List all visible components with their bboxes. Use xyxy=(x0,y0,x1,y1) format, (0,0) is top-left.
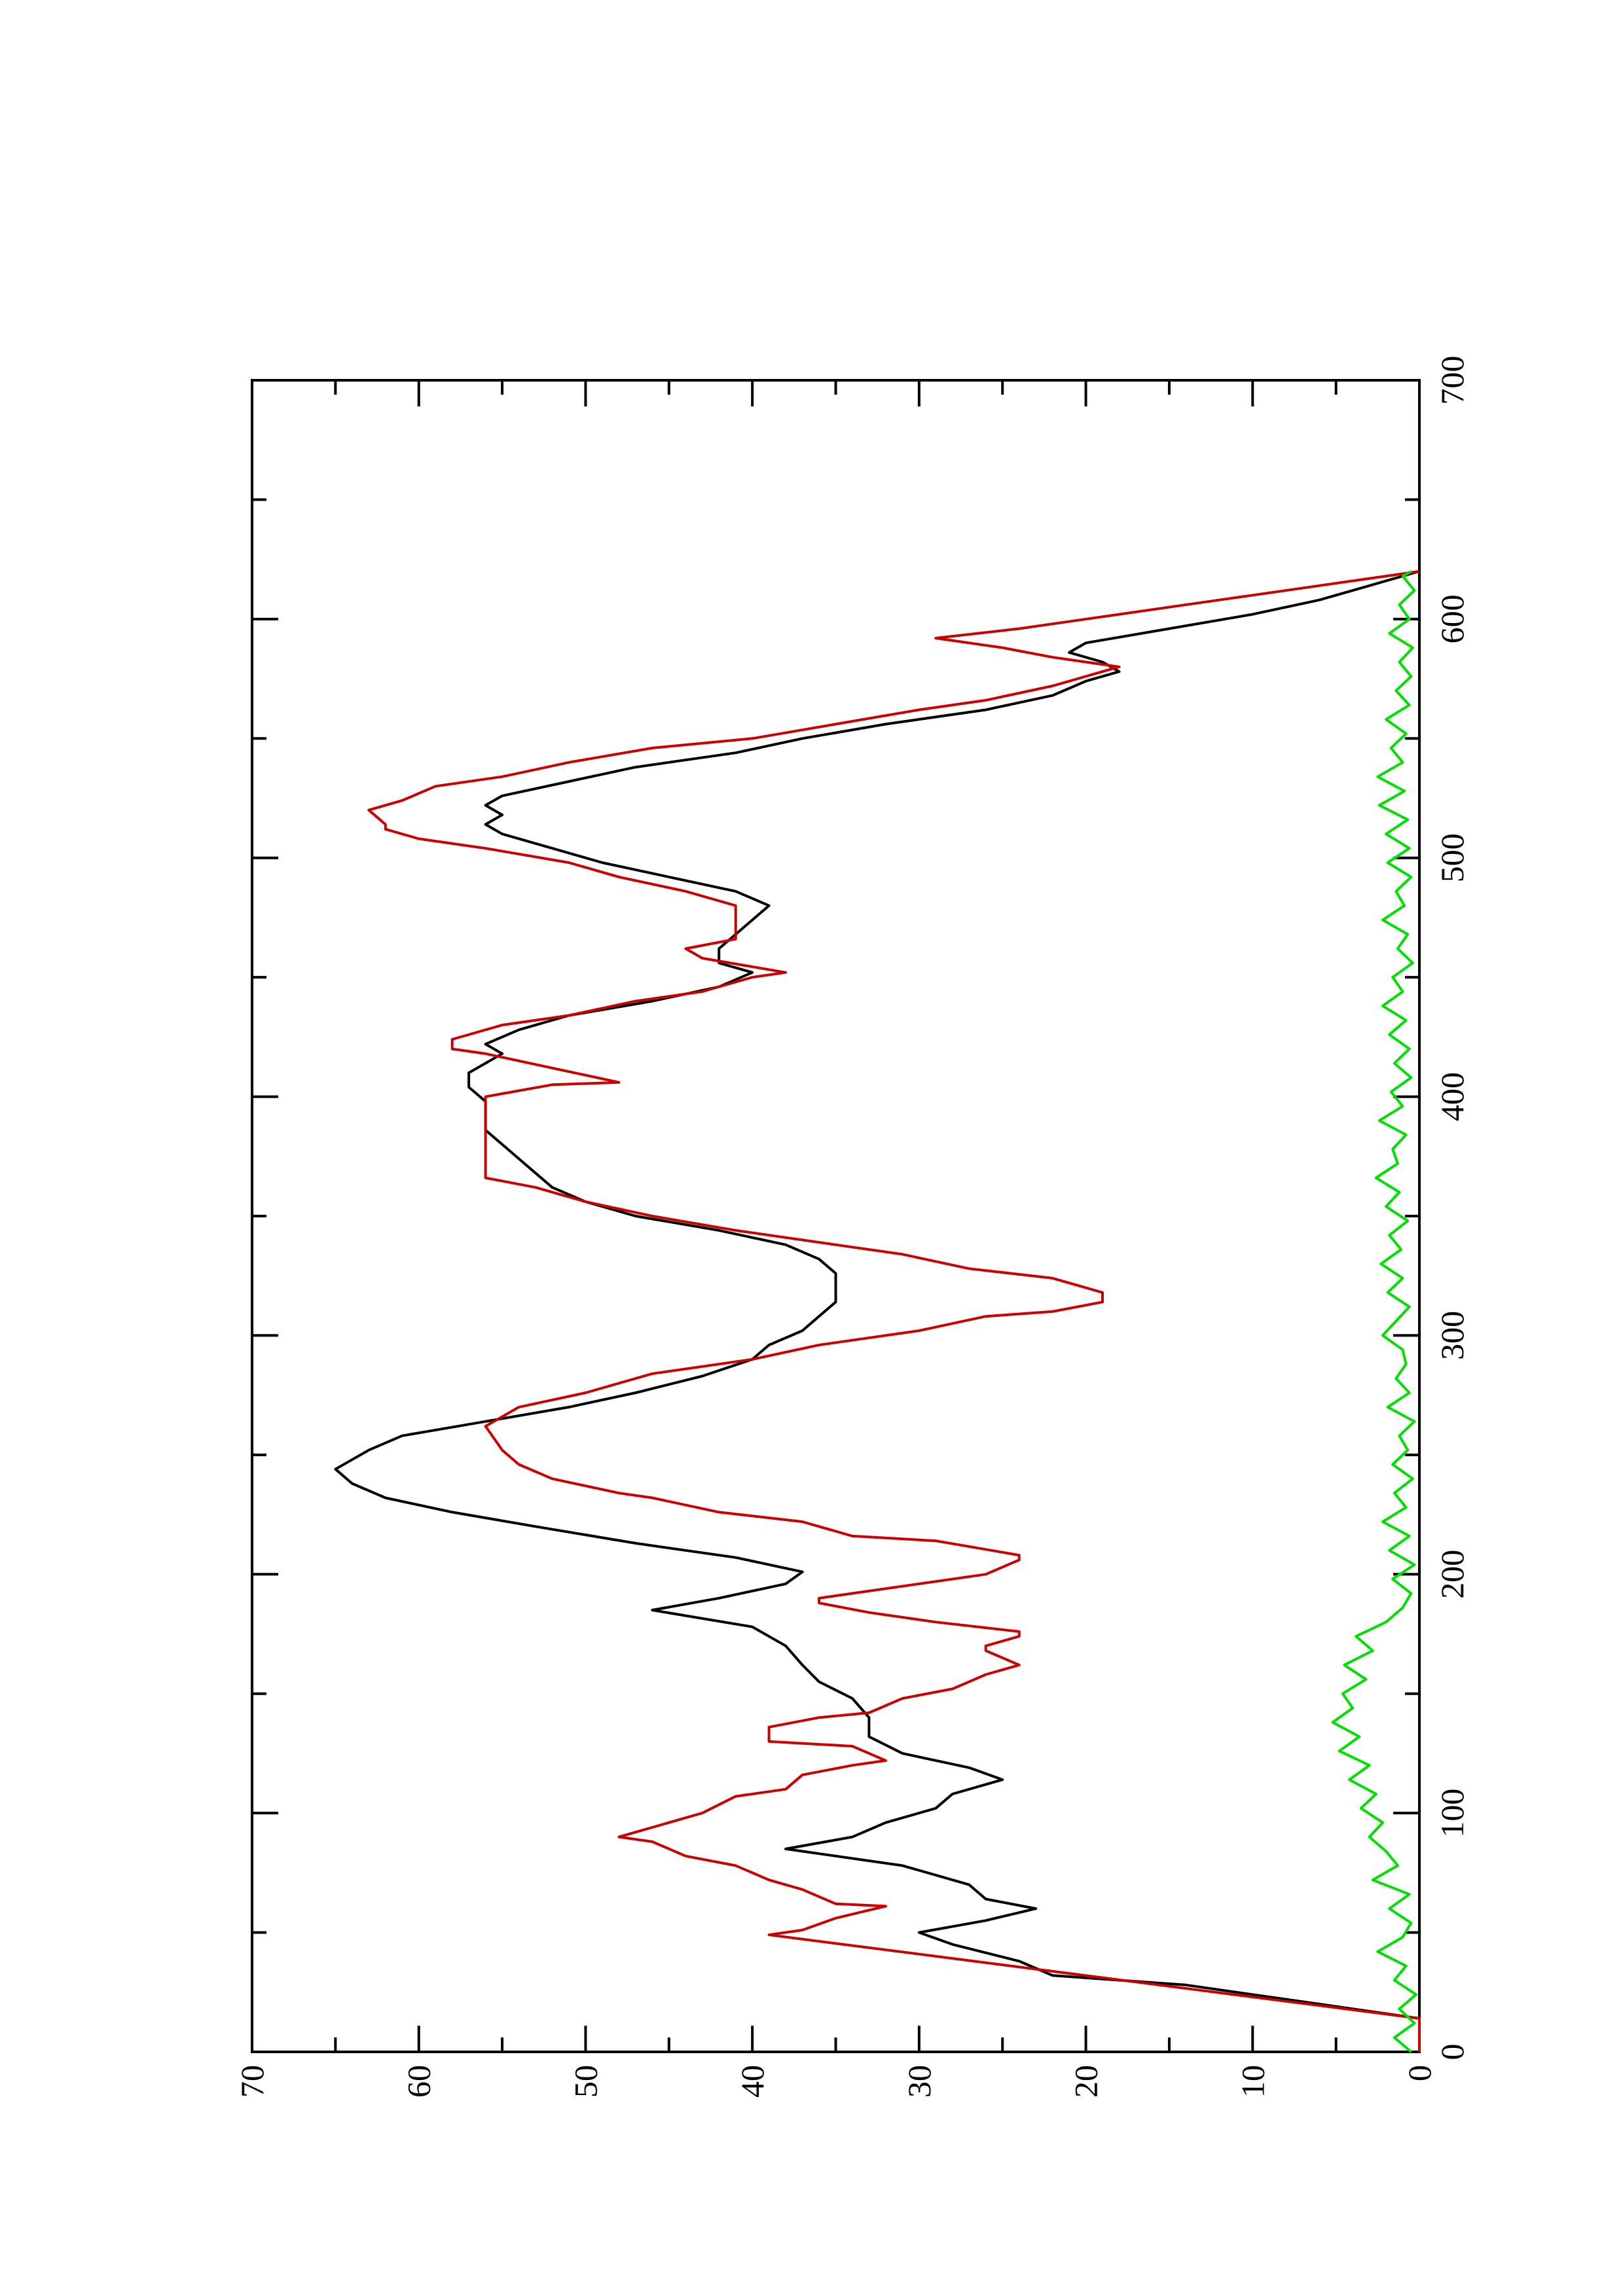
x-tick-label: 200 xyxy=(1434,1550,1470,1599)
y-tick-label: 50 xyxy=(567,2065,604,2098)
series-group xyxy=(334,569,1421,2053)
x-tick-label: 400 xyxy=(1434,1072,1470,1121)
y-tick-label: 10 xyxy=(1234,2065,1271,2098)
y-tick-label: 40 xyxy=(734,2065,771,2098)
x-tick-label: 700 xyxy=(1434,356,1470,405)
x-tick-label: 500 xyxy=(1434,833,1470,882)
y-tick-label: 20 xyxy=(1068,2065,1104,2098)
y-tick-label: 60 xyxy=(401,2065,437,2098)
tick-labels: 0 100 200 300 400 500 600 700 0 10 20 30 40 50 60 70 xyxy=(234,356,1470,2098)
y-tick-label: 0 xyxy=(1401,2065,1438,2081)
axis-ticks xyxy=(251,379,1421,2053)
series-line-1 xyxy=(334,569,1421,2052)
y-tick-label: 30 xyxy=(901,2065,938,2098)
plot-frame xyxy=(251,379,1421,2053)
x-tick-label: 600 xyxy=(1434,594,1470,643)
x-tick-label: 0 xyxy=(1434,2044,1470,2060)
y-tick-label: 70 xyxy=(234,2065,270,2098)
series-line-3 xyxy=(1331,570,1417,2053)
x-tick-label: 100 xyxy=(1434,1789,1470,1838)
series-line-2 xyxy=(367,569,1421,2052)
x-tick-label: 300 xyxy=(1434,1311,1470,1360)
